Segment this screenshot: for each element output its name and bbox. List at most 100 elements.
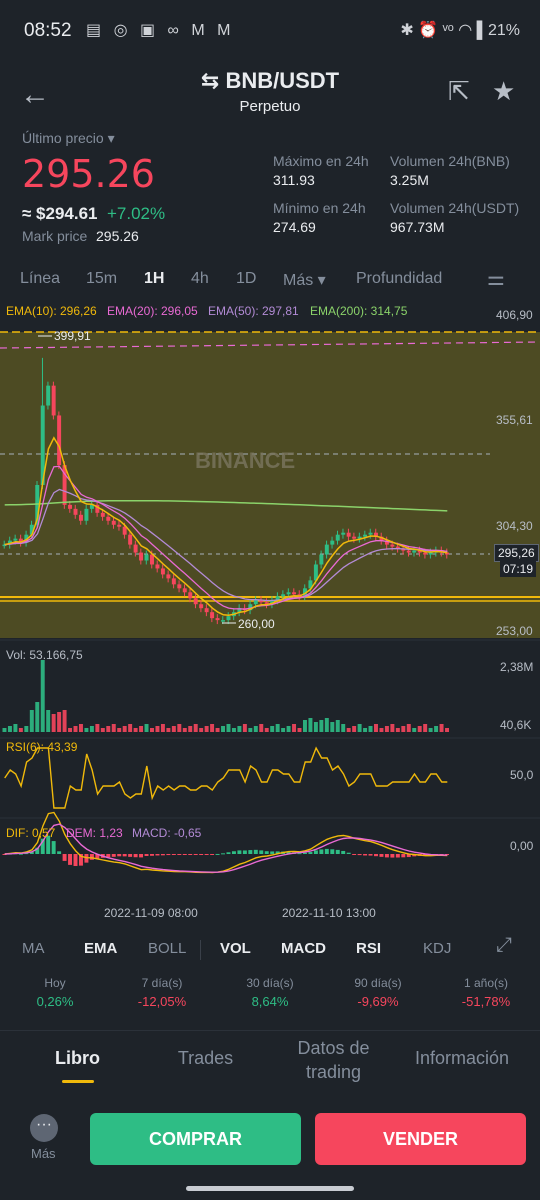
candle-body [150,554,154,565]
current-price-tag: 295,26 [494,544,539,562]
candle-body [111,520,116,525]
volume-bar [73,726,78,732]
indicator-kdj[interactable]: KDJ [423,940,452,957]
rsi-axis: 50,0 [510,768,534,782]
volume-bar [439,724,444,732]
candle-body [100,512,105,517]
candle-body [423,552,428,555]
interval-tabs: Línea 15m 1H 4h 1D Más ▾ Profundidad ⚌ [0,262,540,298]
volume-bar [111,724,116,732]
volume-bar [51,714,56,732]
macd-bar [259,850,264,854]
rsi-line [4,746,448,809]
tab-15m[interactable]: 15m [86,270,118,287]
indicator-boll[interactable]: BOLL [148,940,187,957]
candle-body [166,574,171,579]
mark-price-value: 295.26 [96,228,139,244]
tab-datos-trading[interactable]: Datos de trading [297,1038,370,1082]
macd-bar [406,854,411,858]
dif-line [4,811,448,874]
tab-1d[interactable]: 1D [236,270,257,287]
last-price-label[interactable]: Último precio ▾ [22,130,115,146]
tab-mas[interactable]: Más ▾ [283,272,326,289]
macd-legend: MACD: -0,65 [132,826,202,840]
macd-bar [379,854,384,857]
macd-bar [390,854,395,858]
volume-bar [24,726,29,732]
macd-bar [368,854,373,856]
tab-profundidad[interactable]: Profundidad [356,270,443,287]
volume-bar [302,720,307,732]
pair-title[interactable]: ⇆ BNB/USDT [0,68,540,94]
volume-bar [166,728,171,732]
pink-dashed-line [0,341,540,349]
status-bar [0,0,540,62]
star-icon[interactable]: ★ [492,76,516,106]
candle-body [412,550,417,553]
contract-type: Perpetuo [239,98,301,115]
indicator-macd[interactable]: MACD [281,940,326,957]
macd-bar [335,849,340,854]
candle-body [259,600,264,603]
macd-bar [264,851,269,854]
volume-bar [106,726,111,732]
low-label: Mínimo en 24h [273,200,366,216]
volume-bar [221,726,225,732]
indicator-rsi[interactable]: RSI [356,940,382,957]
candle-body [324,544,329,555]
tab-1h[interactable]: 1H [144,270,165,287]
candle-body [95,504,100,513]
tab-linea[interactable]: Línea [20,270,61,287]
low-marker: 260,00 [238,617,275,631]
low-value: 274.69 [273,219,316,235]
volume-bar [368,726,373,732]
volume-bar [253,726,258,732]
candle-body [384,540,389,545]
candle-body [193,598,198,605]
more-icon[interactable]: ··· [30,1114,58,1142]
arrow-left-icon[interactable]: ← [20,78,50,111]
candle-body [401,548,406,551]
candle-body [128,534,133,545]
home-indicator[interactable] [186,1186,354,1191]
volume-bar [182,728,187,732]
share-icon[interactable]: ⇱ [448,76,470,106]
more-label[interactable]: Más [31,1146,56,1161]
swap-icon: ⇆ [200,68,220,93]
macd-bar [374,854,378,857]
buy-button[interactable]: COMPRAR [90,1113,301,1165]
volume-bar [292,724,297,732]
volume-bar [308,718,313,732]
macd-bar [199,854,204,855]
perf-7d: 7 día(s) -12,05% [137,976,187,1009]
indicator-ma[interactable]: MA [22,940,45,957]
macd-bar [193,854,198,855]
tab-4h[interactable]: 4h [191,270,209,287]
chart-area[interactable]: BINANCE 399,91 260,00 EMA(10): 296,26 EM… [0,298,540,930]
macd-bar [330,849,335,854]
indicator-ema[interactable]: EMA [84,940,118,957]
tab-libro[interactable]: Libro [55,1048,100,1068]
chart-settings-icon[interactable]: ⚌ [487,268,505,290]
macd-bar [111,854,116,857]
macd-bar [128,854,133,857]
volume-axis-bottom: 40,6K [500,718,532,732]
tab-informacion[interactable]: Información [414,1048,510,1068]
tab-trades[interactable]: Trades [177,1048,234,1068]
system-status-icons: ✱ ⏰ ᵛᵒ ◠ ▌21% [400,22,520,39]
macd-bar [40,838,45,854]
volume-bar [231,728,236,732]
fullscreen-icon[interactable]: ⤢ [496,934,512,956]
high-value: 311.93 [273,172,315,188]
volume-bar [226,724,231,732]
candle-body [35,485,40,525]
volume-bar [341,724,346,732]
volume-bar [150,728,154,732]
volume-bar [374,724,378,732]
indicator-vol[interactable]: VOL [220,940,251,957]
macd-bar [423,854,428,856]
volume-bar [412,728,417,732]
sell-button[interactable]: VENDER [315,1113,526,1165]
candle-body [133,544,138,553]
candle-body [226,616,231,621]
